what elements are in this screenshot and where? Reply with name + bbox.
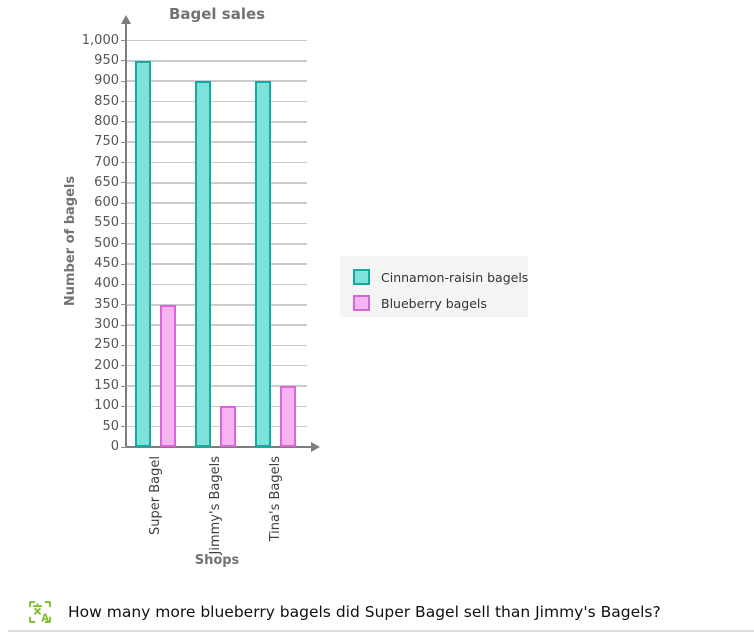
y-gridline xyxy=(127,222,307,225)
y-tick-mark xyxy=(121,324,127,326)
y-gridline xyxy=(127,243,307,245)
y-gridline xyxy=(127,344,307,347)
y-tick-mark xyxy=(121,243,127,245)
bar-blueberry-0 xyxy=(160,304,176,447)
y-tick-label: 400 xyxy=(94,276,119,292)
y-gridline xyxy=(127,405,307,408)
y-gridline xyxy=(127,304,307,306)
y-tick-mark xyxy=(121,60,127,62)
y-tick-label: 300 xyxy=(94,317,119,333)
y-tick-label: 250 xyxy=(94,337,119,353)
y-tick-mark xyxy=(121,182,127,184)
legend-swatch-cinnamon xyxy=(353,269,370,285)
y-tick-mark xyxy=(121,80,127,82)
y-gridline xyxy=(127,60,307,62)
bar-cinnamon-raisin-0 xyxy=(135,60,151,447)
y-tick-label: 900 xyxy=(94,73,119,89)
y-tick-mark xyxy=(121,385,127,387)
y-tick-label: 1,000 xyxy=(81,32,119,48)
y-tick-label: 600 xyxy=(94,195,119,211)
y-tick-mark xyxy=(121,344,127,346)
chart-title: Bagel sales xyxy=(168,5,266,23)
legend-label: Cinnamon-raisin bagels xyxy=(381,269,529,285)
y-tick-mark xyxy=(121,121,127,123)
y-tick-mark xyxy=(121,446,127,448)
y-gridline xyxy=(127,324,307,326)
x-category-label: Jimmy's Bagels xyxy=(207,456,223,555)
y-tick-label: 0 xyxy=(110,439,119,454)
y-tick-label: 700 xyxy=(94,154,119,170)
y-tick-label: 200 xyxy=(94,357,119,373)
y-tick-label: 50 xyxy=(102,418,119,434)
x-axis-arrow-icon xyxy=(311,442,320,452)
x-axis-title: Shops xyxy=(194,553,240,568)
y-tick-mark xyxy=(121,141,127,143)
y-tick-mark xyxy=(121,405,127,407)
y-tick-label: 800 xyxy=(94,113,119,129)
legend-label: Blueberry bagels xyxy=(381,295,487,311)
x-category-label: Super Bagel xyxy=(147,456,163,535)
y-axis-arrow-icon xyxy=(121,15,131,24)
y-gridline xyxy=(127,80,307,82)
y-tick-mark xyxy=(121,162,127,164)
y-gridline xyxy=(127,100,307,103)
question-row: A How many more blueberry bagels did Sup… xyxy=(27,599,661,625)
x-category-label: Tina's Bagels xyxy=(267,456,283,542)
y-gridline xyxy=(127,161,307,164)
y-tick-label: 550 xyxy=(94,215,119,231)
question-text: How many more blueberry bagels did Super… xyxy=(68,603,661,621)
y-tick-mark xyxy=(121,283,127,285)
y-gridline xyxy=(127,202,307,204)
legend-item-cinnamon: Cinnamon-raisin bagels xyxy=(353,269,528,285)
y-tick-label: 100 xyxy=(94,398,119,414)
legend-item-blueberry: Blueberry bagels xyxy=(353,295,528,311)
y-tick-mark xyxy=(121,365,127,367)
y-tick-label: 500 xyxy=(94,235,119,251)
y-tick-mark xyxy=(121,40,127,42)
chart-legend: Cinnamon-raisin bagels Blueberry bagels xyxy=(340,256,528,317)
translate-icon[interactable]: A xyxy=(27,599,53,625)
y-tick-mark xyxy=(121,304,127,306)
y-gridline xyxy=(127,283,307,286)
y-tick-label: 750 xyxy=(94,134,119,150)
y-tick-mark xyxy=(121,263,127,265)
y-tick-label: 350 xyxy=(94,296,119,312)
y-tick-mark xyxy=(121,101,127,103)
y-gridline xyxy=(127,182,307,184)
bar-cinnamon-raisin-2 xyxy=(255,81,271,447)
bar-cinnamon-raisin-1 xyxy=(195,81,211,447)
y-gridline xyxy=(127,364,307,367)
y-gridline xyxy=(127,425,307,428)
y-axis-line xyxy=(125,23,127,448)
legend-swatch-blueberry xyxy=(353,295,370,311)
bar-blueberry-1 xyxy=(220,406,236,447)
y-tick-mark xyxy=(121,202,127,204)
bottom-divider xyxy=(8,630,754,632)
y-tick-label: 950 xyxy=(94,52,119,68)
y-gridline xyxy=(127,39,307,42)
y-tick-label: 850 xyxy=(94,93,119,109)
y-tick-label: 450 xyxy=(94,256,119,272)
y-tick-label: 150 xyxy=(94,378,119,394)
y-tick-mark xyxy=(121,222,127,224)
bar-blueberry-2 xyxy=(280,386,296,447)
y-tick-mark xyxy=(121,426,127,428)
y-gridline xyxy=(127,141,307,143)
y-gridline xyxy=(127,121,307,123)
y-gridline xyxy=(127,263,307,265)
svg-text:A: A xyxy=(41,612,49,624)
x-axis-line xyxy=(125,446,312,448)
y-tick-label: 650 xyxy=(94,174,119,190)
y-gridline xyxy=(127,385,307,387)
